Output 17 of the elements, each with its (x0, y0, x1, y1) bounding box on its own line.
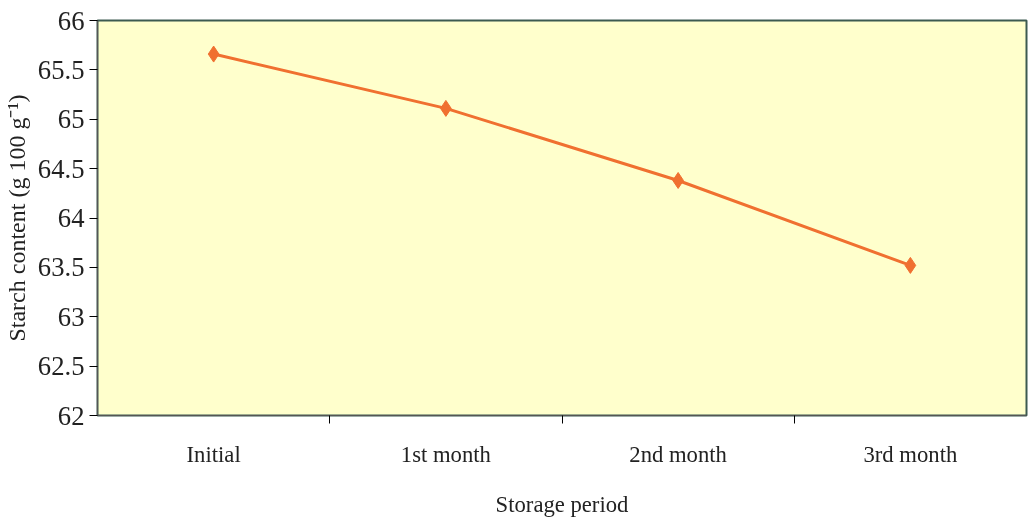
point (207, 45, 220, 63)
y-tick-label: 62.5 (37, 351, 85, 382)
y-tick-label: 64.5 (37, 153, 85, 184)
y-tick-label: 63.5 (37, 252, 85, 283)
x-tick-label: Initial (186, 441, 241, 467)
y-tick-label: 64 (57, 203, 85, 233)
y-axis-title: Starch content (g 100 g⁻¹) (3, 94, 30, 342)
y-tick-label: 65 (57, 104, 85, 135)
y-tick-label: 66 (57, 5, 85, 36)
x-tick-label: 1st month (400, 441, 492, 467)
y-tick-label: 65.5 (37, 54, 85, 85)
y-tick-label: 63 (57, 301, 85, 332)
x-tick-label: 2nd month (629, 441, 728, 467)
y-tick-label: 62 (57, 400, 85, 431)
x-axis-title: Storage period (495, 491, 630, 517)
point (904, 256, 917, 274)
x-tick-label: 3rd month (863, 441, 958, 467)
